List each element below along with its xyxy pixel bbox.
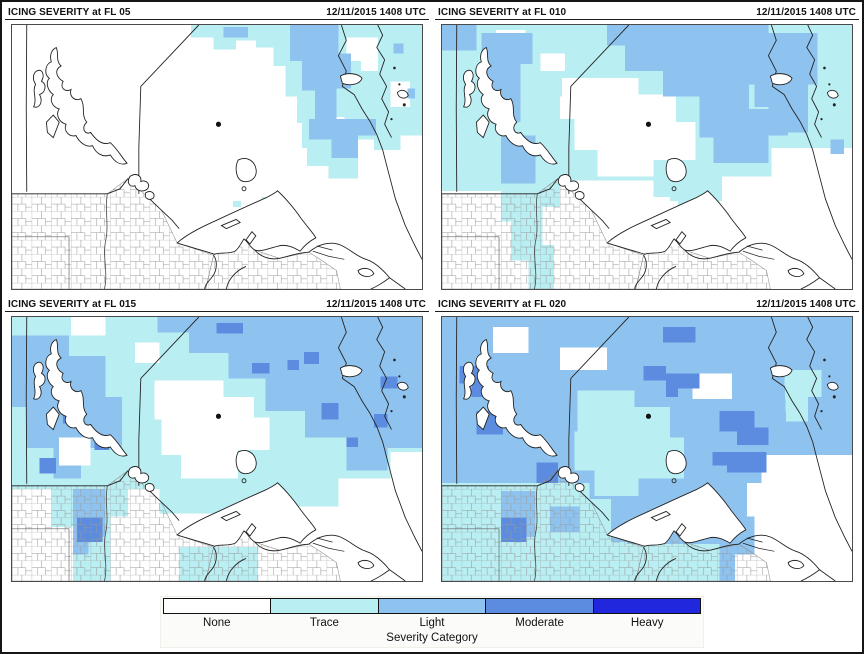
panel-fl015-header: ICING SEVERITY at FL 015 12/11/2015 1408…: [5, 295, 429, 312]
panel-fl05: ICING SEVERITY at FL 05 12/11/2015 1408 …: [5, 3, 429, 295]
panel-fl010: ICING SEVERITY at FL 010 12/11/2015 1408…: [435, 3, 859, 295]
panel-fl010-header: ICING SEVERITY at FL 010 12/11/2015 1408…: [435, 3, 859, 20]
map-fl05: [11, 24, 423, 290]
panel-fl05-header: ICING SEVERITY at FL 05 12/11/2015 1408 …: [5, 3, 429, 20]
legend-strip: None Trace Light Moderate Heavy Severity…: [2, 587, 862, 649]
severity-legend: None Trace Light Moderate Heavy Severity…: [160, 596, 704, 648]
panel-timestamp: 12/11/2015 1408 UTC: [756, 299, 856, 310]
legend-labels: None Trace Light Moderate Heavy: [163, 617, 701, 629]
panel-fl020-header: ICING SEVERITY at FL 020 12/11/2015 1408…: [435, 295, 859, 312]
legend-swatch-moderate: [486, 598, 594, 614]
icing-layer-fl05: [190, 25, 422, 216]
legend-swatch-heavy: [593, 598, 702, 614]
legend-label-heavy: Heavy: [630, 617, 664, 629]
legend-color-bar: [163, 598, 702, 614]
map-fl010: [441, 24, 853, 290]
map-fl015: [11, 316, 423, 582]
panel-timestamp: 12/11/2015 1408 UTC: [326, 299, 426, 310]
legend-label-trace: Trace: [309, 617, 339, 629]
legend-swatch-none: [163, 598, 272, 614]
legend-label-moderate: Moderate: [515, 617, 564, 629]
legend-swatch-trace: [271, 598, 379, 614]
legend-title: Severity Category: [386, 632, 478, 644]
legend-swatch-light: [378, 598, 487, 614]
map-fl020: [441, 316, 853, 582]
legend-label-none: None: [203, 617, 231, 629]
panel-title: ICING SEVERITY at FL 015: [8, 299, 137, 310]
panel-title: ICING SEVERITY at FL 020: [438, 299, 567, 310]
panel-fl020: ICING SEVERITY at FL 020 12/11/2015 1408…: [435, 295, 859, 587]
panel-grid: ICING SEVERITY at FL 05 12/11/2015 1408 …: [2, 2, 862, 587]
panel-title: ICING SEVERITY at FL 010: [438, 7, 567, 18]
panel-fl015: ICING SEVERITY at FL 015 12/11/2015 1408…: [5, 295, 429, 587]
panel-timestamp: 12/11/2015 1408 UTC: [756, 7, 856, 18]
panel-timestamp: 12/11/2015 1408 UTC: [326, 7, 426, 18]
panel-title: ICING SEVERITY at FL 05: [8, 7, 131, 18]
legend-label-light: Light: [419, 617, 445, 629]
